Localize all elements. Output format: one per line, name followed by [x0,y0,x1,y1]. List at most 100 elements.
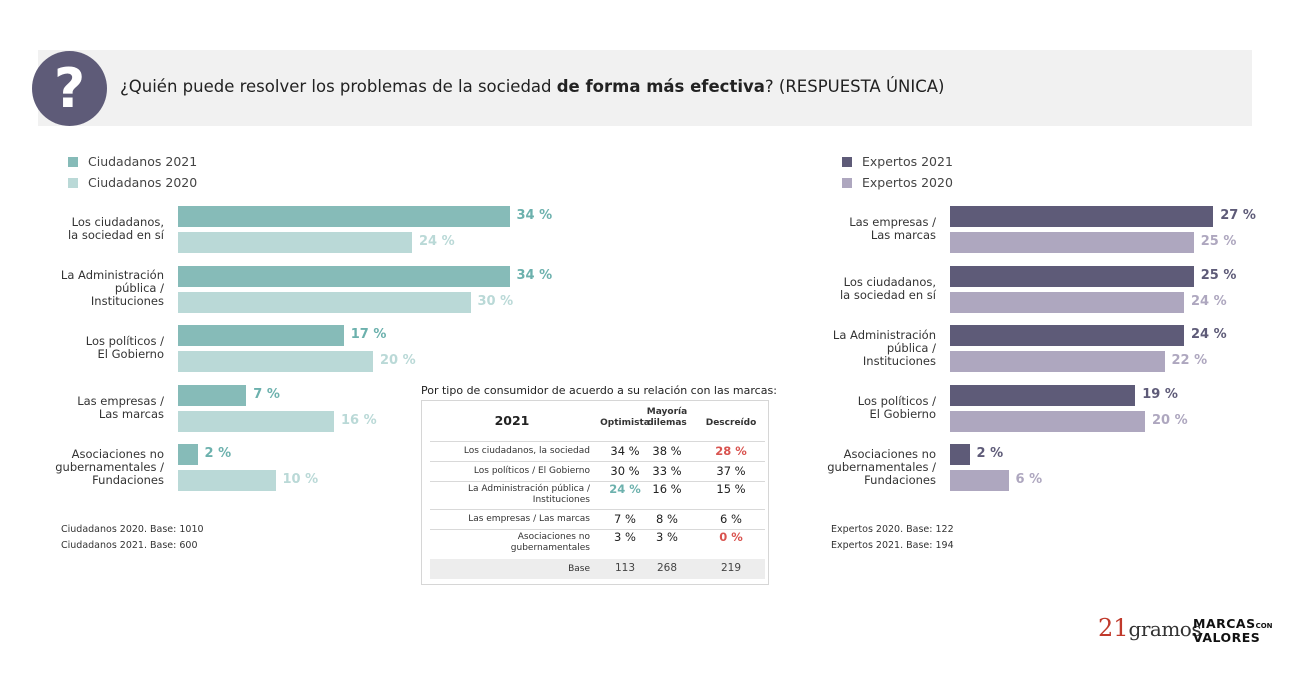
logo-marcas-con-valores: MARCASCON VALORES [1193,616,1273,645]
table-row-label: Asociaciones no gubernamentales [510,532,590,553]
bar [950,351,1165,372]
legend-item: Ciudadanos 2020 [68,175,197,190]
category-label: Los ciudadanos, la sociedad en sí [67,215,164,242]
table-base-cell: 268 [656,562,678,574]
bar [950,444,970,465]
logo-21gramos: 21gramos [1098,614,1202,642]
data-label: 34 % [516,267,553,283]
category-label: Asociaciones no gubernamentales / Fundacio… [827,446,936,487]
data-label: 17 % [350,327,387,342]
legend-label: Expertos 2020 [862,175,953,190]
data-label: 34 % [516,208,553,223]
table-row-label: Los políticos / El Gobierno [473,465,590,476]
table-cell: 7 % [614,512,636,526]
data-label: 10 % [282,472,319,487]
base-note: Expertos 2020. Base: 122 [831,524,954,535]
legend-item: Expertos 2021 [842,154,953,169]
table-cell: 6 % [720,512,742,526]
data-label: 27 % [1220,208,1256,223]
table-cell: 34 % [610,444,640,458]
table-title: Por tipo de consumidor de acuerdo a su r… [421,384,777,397]
data-label: 22 % [1171,353,1208,368]
table-cell: 8 % [656,512,678,526]
consumer-type-table: 2021 Optimista Mayoría dilemas Descreído Los … [421,400,769,585]
category-label: Las empresas / Las marcas [77,393,164,421]
data-label: 25 % [1200,267,1237,283]
bar [178,291,471,313]
bar [950,265,1194,287]
table-cell: 0 % [719,530,743,544]
table-divider [430,441,765,442]
table-base-label: Base [568,564,590,574]
table-base-row [430,559,765,579]
table-corner-label: 2021 [494,413,530,428]
category-label: Los políticos / El Gobierno [85,334,164,361]
question-mark-icon: ? [32,51,107,126]
table-cell: 33 % [652,464,682,478]
table-cell: 15 % [716,482,746,496]
legend-item: Expertos 2020 [842,175,953,190]
table-cell: 38 % [652,444,682,458]
data-label: 16 % [341,412,377,428]
legend-label: Expertos 2021 [862,154,953,169]
table-cell: 37 % [716,464,746,478]
table-row-label: La Administración pública / Instituciones [467,484,590,505]
bar [950,325,1184,346]
category-label: Los políticos / El Gobierno [857,393,936,421]
bar [178,470,276,491]
bar [178,384,247,406]
page-title: ¿Quién puede resolver los problemas de l… [120,77,945,96]
table-divider [430,481,765,482]
data-label: 30 % [477,293,514,309]
base-note: Expertos 2021. Base: 194 [831,540,954,551]
table-divider [430,529,765,530]
bar [950,206,1214,227]
table-column-header: Optimista [600,418,650,428]
base-note: Ciudadanos 2021. Base: 600 [61,540,198,551]
table-cell: 30 % [610,464,640,478]
bar [950,470,1009,491]
data-label: 20 % [380,353,416,368]
table-cell: 28 % [715,444,747,458]
base-note: Ciudadanos 2020. Base: 1010 [61,524,204,535]
data-label: 24 % [1191,327,1227,342]
legend-swatch [68,177,78,188]
bar [178,206,510,227]
bar [178,325,344,346]
header-band [38,50,1252,126]
legend-swatch [842,156,852,167]
table-divider [430,461,765,462]
table-cell: 16 % [652,482,682,496]
category-label: La Administración pública / Instituciones [60,268,164,308]
category-label: Los ciudadanos, la sociedad en sí [839,274,936,302]
legend-item: Ciudadanos 2021 [68,154,197,169]
legend-label: Ciudadanos 2020 [88,175,198,190]
data-label: 6 % [1015,472,1043,487]
data-label: 7 % [253,386,280,402]
table-cell: 3 % [656,530,678,544]
table-row-label: Los ciudadanos, la sociedad [463,445,590,456]
bar [950,232,1194,253]
legend-label: Ciudadanos 2021 [88,154,198,169]
category-label: La Administración pública / Instituciones [832,327,936,368]
data-label: 20 % [1152,412,1188,428]
data-label: 2 % [204,446,232,461]
table-divider [430,509,765,510]
legend-swatch [68,156,78,167]
bar [178,351,373,372]
data-label: 25 % [1200,234,1237,249]
table-column-header: Mayoría dilemas [646,407,688,428]
bar [178,410,334,432]
bar [950,291,1184,313]
data-label: 24 % [1191,293,1227,309]
table-base-cell: 219 [720,562,742,574]
table-base-cell: 113 [614,562,636,574]
bar [950,410,1145,432]
data-label: 24 % [419,234,455,249]
legend-swatch [842,177,852,188]
bar [178,232,412,253]
category-label: Las empresas / Las marcas [849,215,936,242]
bar [950,384,1136,406]
bar [178,444,198,465]
table-cell: 24 % [609,482,641,496]
